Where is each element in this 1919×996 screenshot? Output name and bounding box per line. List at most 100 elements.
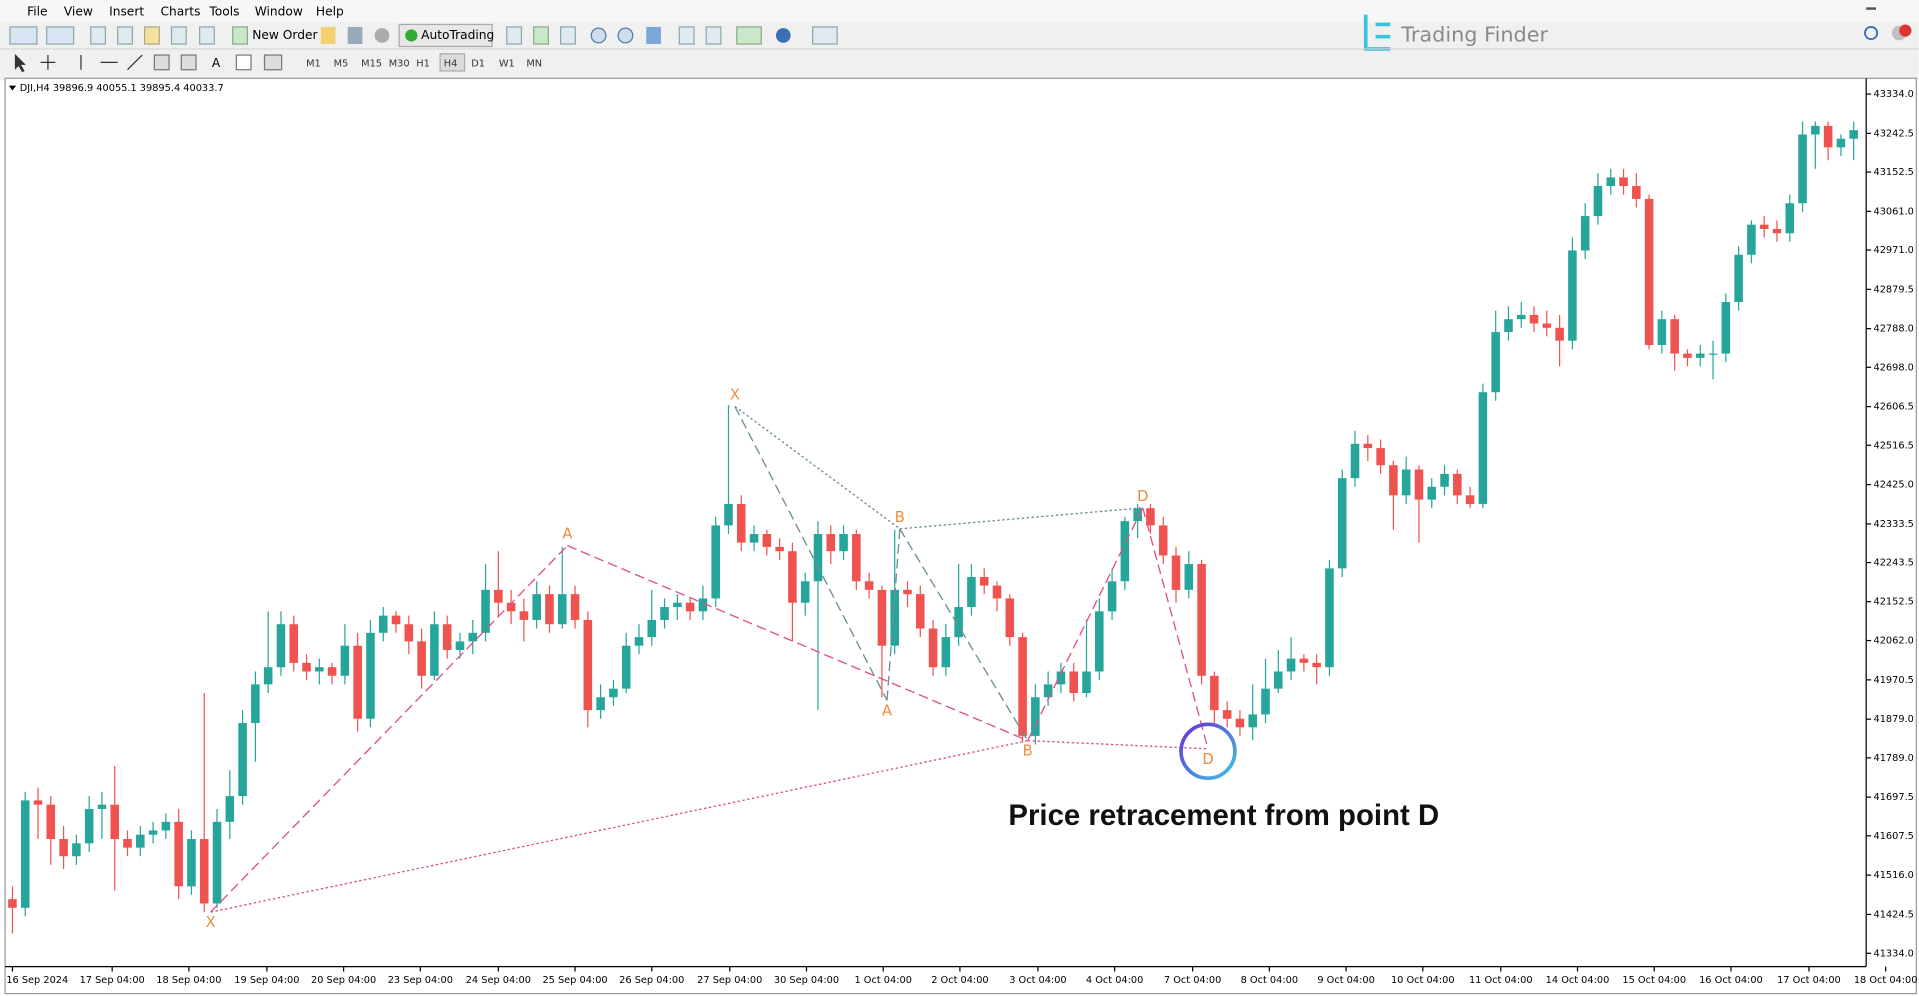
x-tick-label: 20 Sep 04:00: [311, 975, 376, 986]
chart-title: DJI,H4 39896.9 40055.1 39895.4 40033.7: [20, 83, 224, 94]
candle-body: [877, 589, 887, 646]
new-order[interactable]: New Order: [252, 28, 318, 42]
tool-icon[interactable]: [180, 54, 197, 71]
candle-body: [199, 839, 209, 904]
tool-icon[interactable]: [736, 26, 762, 45]
timeframe[interactable]: H4: [444, 59, 458, 70]
candle-body: [315, 667, 324, 672]
timeframe[interactable]: D1: [471, 59, 485, 70]
candle-body: [1312, 662, 1321, 668]
cursor-tool[interactable]: [14, 53, 26, 73]
pattern-label: X: [730, 386, 740, 403]
candle-body: [634, 637, 644, 646]
zoom-in[interactable]: [590, 27, 607, 44]
candle-body: [417, 641, 426, 676]
tool-icon[interactable]: [117, 26, 133, 45]
tool-icon[interactable]: [646, 26, 661, 45]
pattern-line: [734, 406, 888, 701]
candle-body: [8, 899, 17, 908]
candle-body: [1325, 568, 1334, 668]
tool-icon[interactable]: [347, 26, 363, 45]
candle-body: [724, 503, 733, 526]
candle-body: [928, 628, 938, 668]
autotrading[interactable]: AutoTrading: [421, 28, 494, 42]
tool-icon[interactable]: [506, 26, 523, 45]
candle-body: [20, 800, 30, 908]
tool-icon[interactable]: [235, 54, 252, 71]
menu-item[interactable]: Window: [255, 5, 303, 19]
tool-icon[interactable]: [90, 26, 107, 45]
line-tools[interactable]: [80, 54, 143, 71]
candle-body: [378, 615, 388, 633]
menu-item[interactable]: Tools: [208, 5, 239, 19]
tool-icon[interactable]: [143, 26, 160, 45]
candle-body: [941, 637, 951, 668]
tool-icon[interactable]: [533, 26, 549, 45]
timeframe[interactable]: W1: [499, 59, 515, 70]
tool-icon[interactable]: [320, 26, 336, 45]
x-tick-label: 18 Sep 04:00: [156, 975, 221, 986]
candle-body: [1606, 177, 1616, 187]
candle-body: [1389, 465, 1398, 496]
candle-body: [1376, 448, 1385, 466]
menu-item[interactable]: File: [27, 5, 47, 19]
menu-item[interactable]: Help: [316, 5, 344, 19]
tool-icon[interactable]: [170, 26, 187, 45]
candle-body: [775, 546, 784, 552]
autotrading-button[interactable]: [398, 23, 493, 48]
candle-body: [187, 839, 196, 887]
tool-icon[interactable]: [199, 26, 215, 45]
candle-body: [302, 662, 311, 672]
tool-icon[interactable]: [812, 26, 838, 45]
candle-body: [698, 598, 708, 612]
timeframe[interactable]: M1: [306, 59, 321, 70]
candle-body: [736, 503, 746, 543]
candle-body: [1849, 130, 1858, 139]
tool-icon[interactable]: [775, 28, 791, 43]
candle-body: [570, 594, 580, 620]
pattern-label: A: [562, 526, 572, 543]
timeframe[interactable]: M15: [361, 59, 382, 70]
y-tick-label: 42243.5: [1874, 558, 1914, 569]
timeframe[interactable]: H1: [416, 59, 430, 70]
y-tick-label: 43152.5: [1874, 167, 1914, 178]
y-tick-label: 42425.0: [1874, 480, 1914, 491]
menu: File View Insert Charts Tools Window Help: [27, 5, 344, 19]
crosshair-tool[interactable]: [40, 55, 56, 70]
zoom-out[interactable]: [617, 27, 634, 44]
tool-icon[interactable]: [559, 26, 576, 45]
y-tick-label: 42606.5: [1874, 402, 1914, 413]
candle-body: [954, 607, 963, 638]
candle-body: [813, 534, 823, 582]
tool-icon[interactable]: [678, 26, 695, 45]
candle-body: [1504, 319, 1513, 333]
tool-icon[interactable]: [263, 54, 283, 71]
timeframe[interactable]: M30: [389, 59, 410, 70]
timeframe[interactable]: M5: [334, 59, 349, 70]
tool-icon[interactable]: [9, 26, 38, 45]
tool-icon[interactable]: [374, 28, 390, 43]
timeframe[interactable]: MN: [526, 59, 542, 70]
candle-body: [864, 581, 874, 590]
x-tick-label: 24 Sep 04:00: [466, 975, 531, 986]
x-tick-label: 1 Oct 04:00: [854, 975, 911, 986]
candle-body: [1708, 353, 1718, 355]
candle-body: [327, 667, 337, 676]
menu-item[interactable]: View: [64, 5, 93, 19]
tool-icon[interactable]: [153, 54, 170, 71]
menu-item[interactable]: Insert: [109, 5, 144, 19]
tool-icon[interactable]: [232, 26, 248, 45]
candle-body: [340, 645, 350, 676]
y-tick-label: 43061.0: [1874, 206, 1914, 217]
candle-body: [1453, 473, 1462, 496]
y-tick-label: 41970.5: [1874, 675, 1914, 686]
autotrading-icon: [405, 29, 418, 42]
menu-item[interactable]: Charts: [160, 5, 200, 19]
tool-icon[interactable]: [46, 26, 75, 45]
candle-body: [1683, 353, 1692, 358]
tool-icon[interactable]: [705, 26, 722, 45]
pattern-label: D: [1202, 751, 1213, 768]
candle-body: [596, 697, 605, 711]
text-tool[interactable]: A: [212, 56, 221, 70]
x-tick-label: 7 Oct 04:00: [1164, 975, 1221, 986]
